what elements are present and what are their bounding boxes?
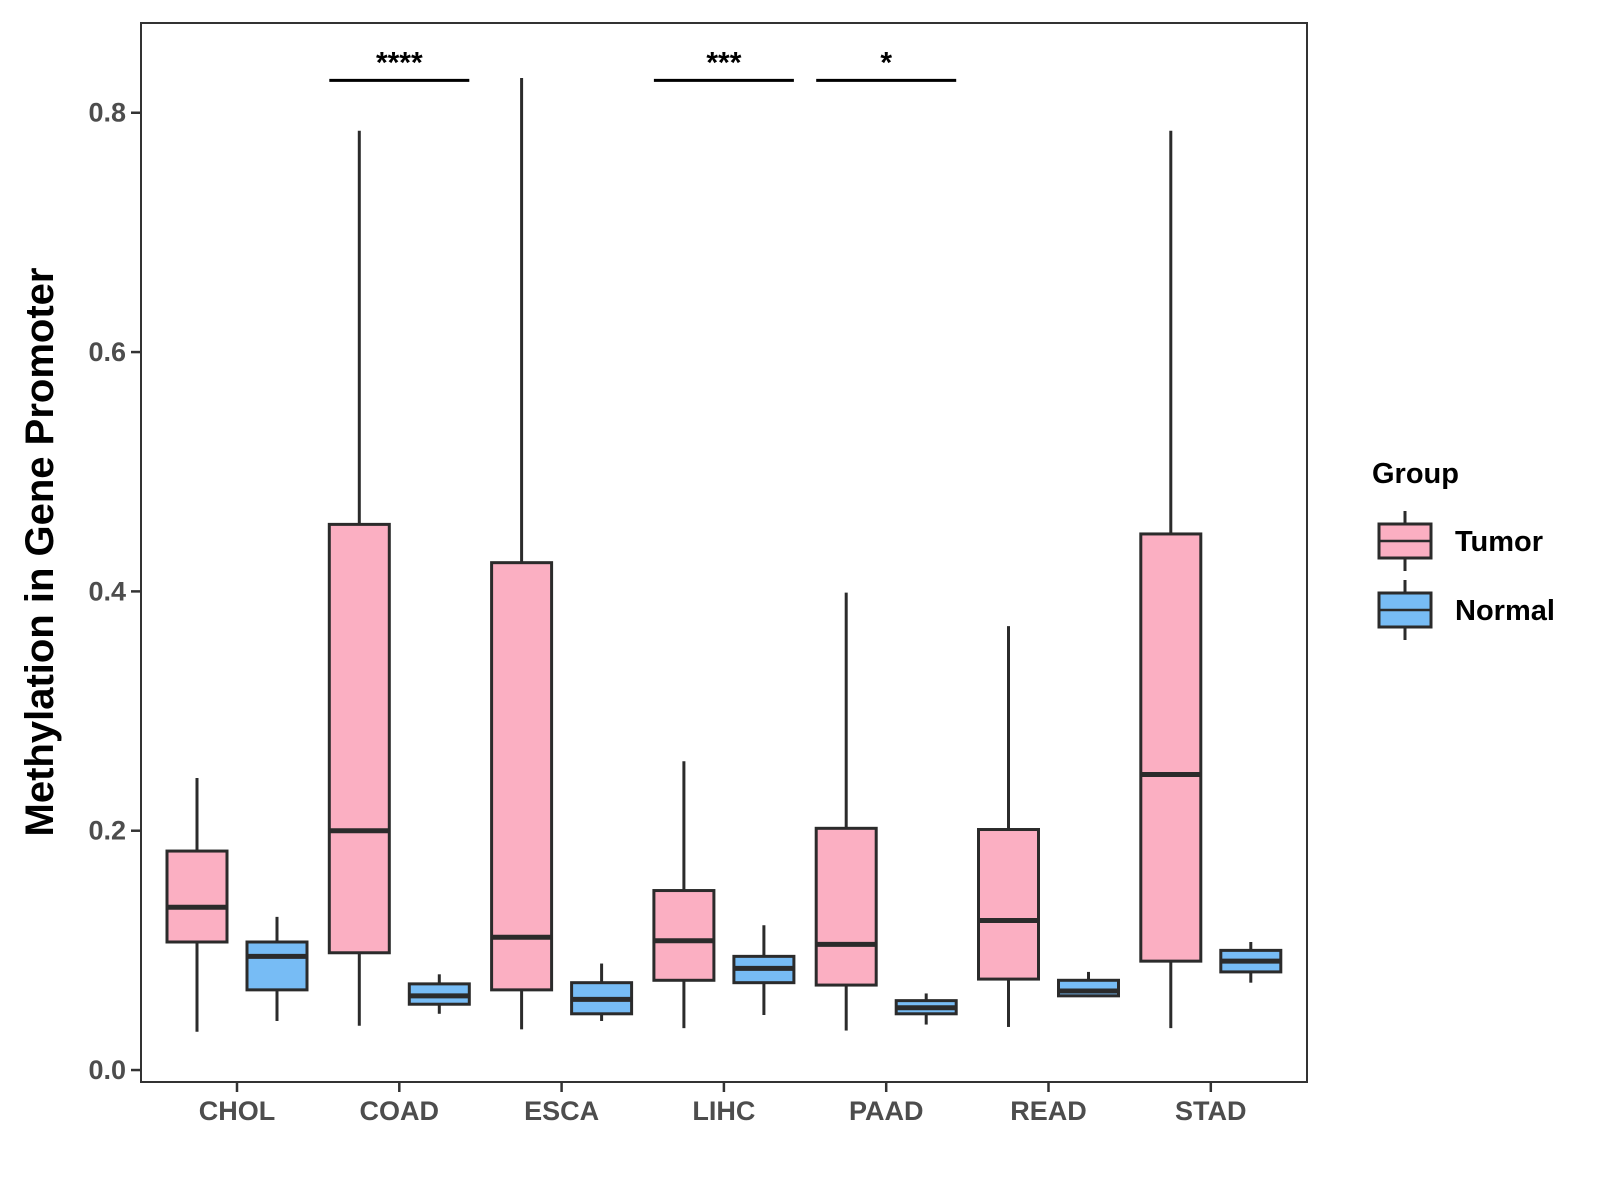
box-iqr <box>1139 532 1203 963</box>
y-axis-title: Methylation in Gene Promoter <box>18 268 62 837</box>
legend-label-normal: Normal <box>1455 595 1555 627</box>
box-iqr <box>165 849 229 944</box>
y-tick-label: 0.6 <box>88 337 126 367</box>
legend: Group Tumor Normal <box>1372 458 1555 640</box>
normal-box-stad <box>1219 941 1283 983</box>
tumor-box-esca <box>490 78 554 1030</box>
box-iqr <box>814 826 878 987</box>
normal-box-lihc <box>732 925 796 1015</box>
box-layer <box>165 78 1283 1032</box>
normal-box-paad <box>894 993 958 1025</box>
x-tick-label: READ <box>1010 1096 1087 1126</box>
axes-layer: 0.0 0.2 0.4 0.6 0.8 CHOL COAD ESCA LIHC PAAD READ S… <box>18 98 1247 1126</box>
tumor-box-lihc <box>652 761 716 1029</box>
significance-label: *** <box>706 46 741 79</box>
x-tick-label: LIHC <box>692 1096 755 1126</box>
tumor-box-stad <box>1139 130 1203 1029</box>
plot-panel-border <box>140 22 1308 1083</box>
tumor-box-read <box>977 626 1040 1027</box>
normal-box-esca <box>570 963 634 1021</box>
significance-label: **** <box>376 46 423 79</box>
x-tick-label: PAAD <box>849 1096 924 1126</box>
y-tick-label: 0.2 <box>88 816 126 846</box>
box-iqr <box>652 889 716 982</box>
legend-key-tumor <box>1377 511 1433 571</box>
y-tick-label: 0.0 <box>88 1055 126 1085</box>
box-iqr <box>977 828 1040 981</box>
tumor-box-coad <box>327 130 391 1026</box>
normal-box-chol <box>245 916 309 1021</box>
tumor-box-chol <box>165 778 229 1032</box>
significance-layer: **** *** * <box>329 46 957 82</box>
box-iqr <box>245 940 309 992</box>
y-tick-label: 0.4 <box>88 576 126 606</box>
legend-label-tumor: Tumor <box>1455 526 1543 558</box>
box-iqr <box>490 561 554 992</box>
box-iqr <box>327 522 391 955</box>
tumor-box-paad <box>814 592 878 1031</box>
x-tick-label: ESCA <box>524 1096 599 1126</box>
plot-background <box>140 22 1308 1083</box>
significance-label: * <box>880 46 892 79</box>
legend-title: Group <box>1372 458 1459 490</box>
x-tick-label: CHOL <box>199 1096 276 1126</box>
x-tick-label: COAD <box>360 1096 440 1126</box>
legend-key-normal <box>1377 580 1433 640</box>
normal-box-read <box>1057 971 1120 998</box>
normal-box-coad <box>407 974 471 1014</box>
x-tick-label: STAD <box>1175 1096 1247 1126</box>
y-tick-label: 0.8 <box>88 98 126 128</box>
